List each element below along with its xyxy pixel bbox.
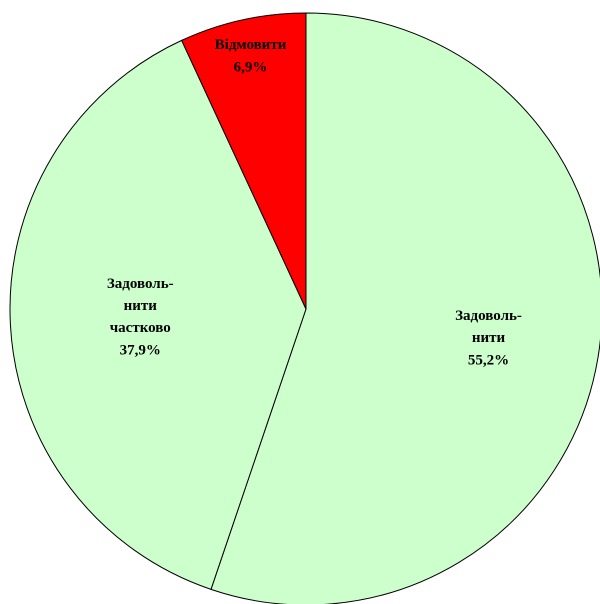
slice-label: Відмовити <box>215 37 287 53</box>
slice-label-line: Задоволь- <box>107 276 174 292</box>
slice-label: Задоволь-нити <box>455 309 522 347</box>
slice-label-line: нити <box>124 298 158 314</box>
slice-label-line: Відмовити <box>215 37 287 53</box>
slice-label-line: нити <box>472 331 506 347</box>
pie-slice <box>180 12 307 310</box>
slice-value-label: 55,2% <box>468 353 509 369</box>
pie-slice <box>9 39 307 590</box>
slice-value-label: 6,9% <box>234 59 268 75</box>
slice-label-line: частково <box>110 320 171 336</box>
slice-label-line: Задоволь- <box>455 309 522 325</box>
pie-slice <box>210 12 600 604</box>
slice-value-label: 37,9% <box>120 342 161 358</box>
slice-label: Задоволь-нити частково <box>107 276 174 336</box>
